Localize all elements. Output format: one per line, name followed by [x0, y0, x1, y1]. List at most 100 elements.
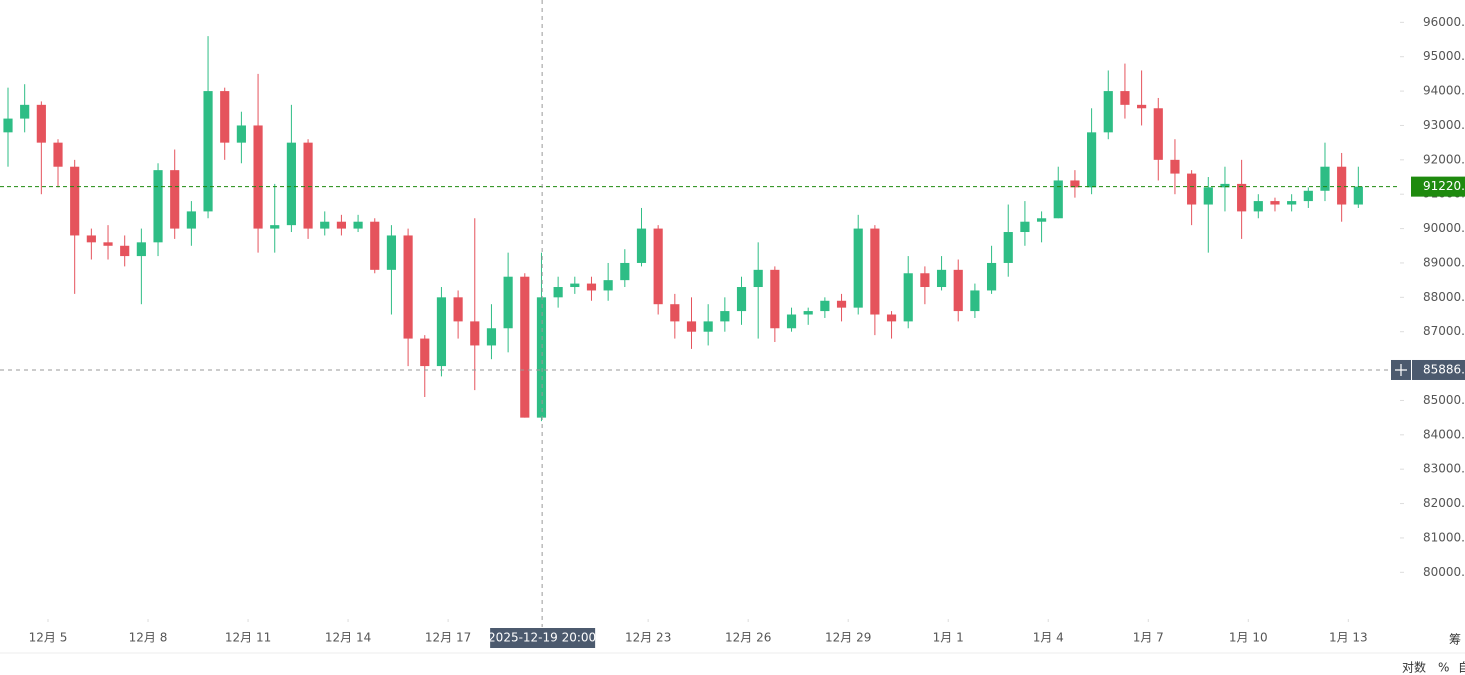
candle-body [503, 276, 513, 329]
y-tick-label: 95000.0 [1423, 49, 1465, 63]
candle-body [853, 228, 863, 308]
candle-body [620, 262, 630, 281]
side-tab[interactable]: 筹 [1449, 633, 1461, 647]
candle-body [686, 321, 697, 332]
auto-toggle[interactable]: 自 [1458, 661, 1465, 675]
y-tick-label: 94000.0 [1423, 84, 1465, 98]
candle-body [1020, 221, 1030, 233]
candle-body [1220, 183, 1230, 188]
candle-body [186, 211, 196, 229]
y-tick-label: 90000.0 [1423, 221, 1465, 235]
candle-body [370, 221, 380, 270]
last-price-box [1411, 176, 1465, 197]
add-alert-button[interactable] [1391, 359, 1411, 380]
candle-body [220, 91, 230, 143]
candle-body [170, 170, 180, 229]
candle-body [36, 104, 46, 143]
candle-body [703, 321, 713, 332]
y-tick-label: 83000.0 [1423, 462, 1465, 476]
candle-body [1237, 183, 1247, 212]
last-price-label: 91220.7 [1423, 179, 1465, 193]
candle-body [1053, 180, 1063, 219]
x-tick-label: 1月 7 [1133, 631, 1164, 645]
candle-body [986, 262, 997, 291]
candle-body [153, 170, 163, 243]
candle-body [820, 300, 830, 312]
log-toggle[interactable]: 对数 [1402, 660, 1426, 675]
y-tick-label: 88000.0 [1423, 290, 1465, 304]
x-tick-label: 12月 17 [425, 631, 471, 645]
candle-body [1303, 190, 1313, 202]
candle-body [636, 228, 647, 263]
x-tick-label: 12月 26 [725, 631, 771, 645]
candle-body [236, 125, 246, 143]
candle-body [1153, 108, 1163, 160]
candle-body [353, 221, 363, 229]
y-tick-label: 92000.0 [1423, 152, 1465, 166]
candle-body [603, 280, 613, 291]
percent-toggle[interactable]: % [1438, 661, 1449, 675]
candle-body [20, 104, 30, 119]
y-tick-label: 85000.0 [1423, 393, 1465, 407]
y-tick-label: 80000.0 [1423, 565, 1465, 579]
candle-body [836, 300, 847, 308]
y-tick-label: 89000.0 [1423, 255, 1465, 269]
candle-body [1287, 201, 1297, 205]
candle-body [953, 269, 963, 312]
candle-body [1270, 201, 1280, 205]
candle-body [270, 225, 280, 229]
candle-body [320, 221, 330, 229]
candle-body [336, 221, 346, 229]
crosshair-x-box [490, 628, 596, 648]
candle-body [1320, 166, 1330, 191]
crosshair-y-label: 85886.2 [1423, 362, 1465, 376]
x-tick-label: 12月 5 [29, 631, 68, 645]
candle-body [303, 142, 313, 229]
candle-body [1036, 218, 1047, 222]
crosshair-x-label: 2025-12-19 20:00 [488, 631, 596, 645]
candle-body [1187, 173, 1197, 205]
x-tick-label: 1月 4 [1033, 631, 1064, 645]
add-alert-icon [1395, 363, 1407, 376]
x-tick-label: 12月 29 [825, 631, 871, 645]
candle-body [436, 297, 447, 367]
candle-body [3, 118, 13, 133]
y-tick-label: 82000.0 [1423, 496, 1465, 510]
candle-body [536, 297, 547, 418]
candle-body [1103, 91, 1113, 133]
candle-body [570, 283, 580, 288]
candle-body [1137, 104, 1147, 109]
x-tick-label: 12月 8 [129, 631, 168, 645]
candle-body [736, 287, 747, 312]
y-tick-label: 96000.0 [1423, 15, 1465, 29]
candle-body [386, 235, 397, 270]
candle-body [70, 166, 80, 236]
candle-body [1253, 201, 1263, 212]
candle-body [770, 269, 780, 329]
candle-body [586, 283, 597, 291]
candle-body [120, 245, 130, 257]
candle-body [886, 314, 897, 322]
y-tick-label: 93000.0 [1423, 118, 1465, 132]
candle-body [486, 328, 497, 346]
candle-body [103, 242, 113, 246]
candle-body [870, 228, 880, 315]
candle-body [453, 297, 463, 322]
candle-body [286, 142, 296, 226]
candle-body [86, 235, 96, 243]
candle-body [53, 142, 63, 167]
candle-body [403, 235, 413, 339]
x-tick-label: 12月 23 [625, 631, 671, 645]
crosshair-y-box [1412, 359, 1465, 380]
candle-body [936, 269, 947, 288]
x-tick-label: 1月 10 [1229, 631, 1268, 645]
y-tick-label: 81000.0 [1423, 530, 1465, 544]
candle-body [920, 273, 930, 288]
candle-body [203, 91, 213, 212]
candle-body [470, 321, 480, 346]
candle-body [786, 314, 797, 329]
candle-body [670, 304, 680, 322]
y-tick-label: 87000.0 [1423, 324, 1465, 338]
